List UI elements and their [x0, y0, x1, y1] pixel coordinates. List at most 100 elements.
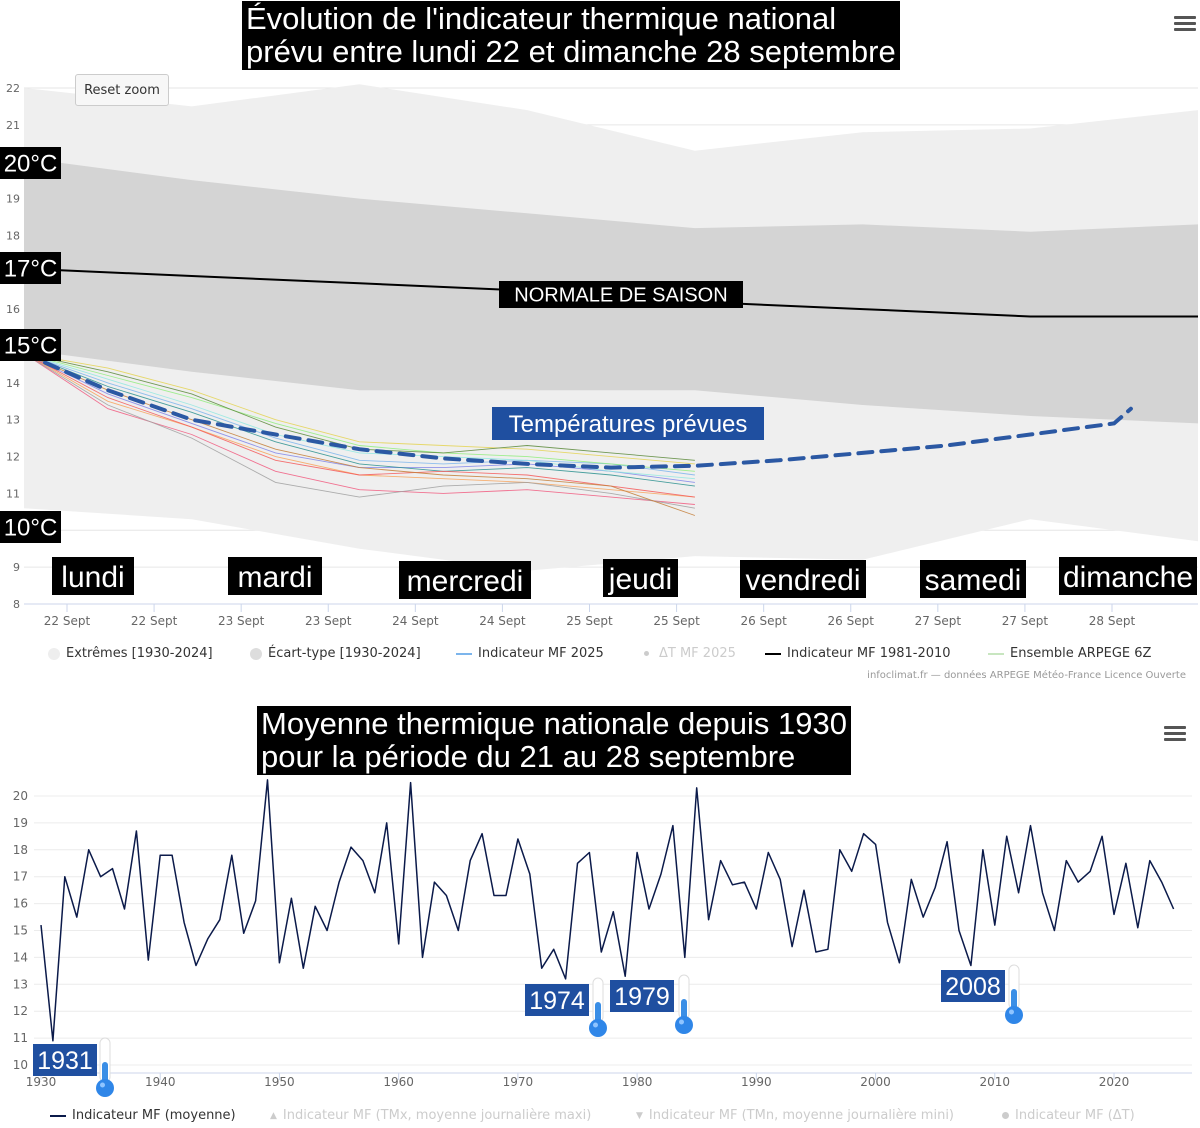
- y-tick-label: 14: [6, 377, 20, 390]
- day-label-0-box: [52, 557, 134, 595]
- t17-label: 17°C: [4, 256, 58, 283]
- ensemble-member-line: [23, 352, 695, 476]
- t17-label-box: [0, 252, 61, 284]
- x-tick-label: 26 Sept: [740, 614, 787, 628]
- legend-label: Indicateur MF (TMx, moyenne journalière …: [282, 1108, 592, 1123]
- ensemble-member-line: [23, 352, 695, 465]
- hamburger-menu-icon: [1174, 16, 1196, 19]
- legend-item[interactable]: Écart-type [1930-2024]: [250, 646, 421, 661]
- x-tick-label: 27 Sept: [1002, 614, 1049, 628]
- thermometer-icon: [589, 977, 607, 1037]
- legend-circle-icon: [48, 647, 60, 660]
- legend-item[interactable]: Indicateur MF 2025: [456, 646, 604, 661]
- x-tick-label: 2010: [980, 1075, 1011, 1089]
- x-tick-label: 1970: [503, 1075, 534, 1089]
- y-tick-label: 22: [6, 82, 20, 95]
- x-tick-label: 2020: [1099, 1075, 1130, 1089]
- t10-label: 10°C: [4, 515, 58, 542]
- legend-label: Indicateur MF 1981-2010: [787, 646, 951, 661]
- legend-item[interactable]: Indicateur MF (ΔT): [1002, 1108, 1135, 1123]
- day-label-6: dimanche: [1063, 561, 1193, 594]
- day-label-6-box: [1059, 557, 1197, 595]
- t15-label-box: [0, 329, 61, 361]
- x-tick-label: 23 Sept: [218, 614, 265, 628]
- hamburger-menu-icon: [1164, 738, 1186, 741]
- legend-item[interactable]: ▲ Indicateur MF (TMx, moyenne journalière…: [270, 1108, 591, 1123]
- legend-item[interactable]: Ensemble ARPEGE 6Z: [988, 646, 1151, 661]
- y-tick-label: 15: [13, 924, 28, 938]
- day-label-0: lundi: [61, 561, 124, 594]
- forecast-menu-button[interactable]: [1174, 13, 1196, 31]
- thermometer-icon: [675, 974, 693, 1034]
- day-label-5: samedi: [925, 564, 1022, 597]
- legend-triangle-up-icon: ▲: [270, 1110, 277, 1121]
- y-tick-label: 13: [13, 977, 28, 991]
- y-tick-label: 16: [6, 303, 20, 316]
- forecast-credit[interactable]: infoclimat.fr — données ARPEGE Météo-Fra…: [867, 670, 1186, 681]
- legend-label: Extrêmes [1930-2024]: [66, 646, 213, 661]
- x-tick-label: 22 Sept: [131, 614, 178, 628]
- y-tick-label: 8: [13, 598, 20, 611]
- normale-label-box: [499, 281, 743, 308]
- legend-item[interactable]: ▼ Indicateur MF (TMn, moyenne journalière…: [636, 1108, 954, 1123]
- t20-label-box: [0, 147, 61, 179]
- cold-year-box: [610, 980, 674, 1012]
- y-tick-label: 11: [13, 1031, 28, 1045]
- t15-label: 15°C: [4, 333, 58, 360]
- legend-label: Ensemble ARPEGE 6Z: [1010, 646, 1152, 661]
- legend-item[interactable]: ΔT MF 2025: [640, 646, 736, 661]
- history-chart: 10 11 12 13 14 15 16 17 18 19 20 1930 1940 1950 1960 1…: [0, 688, 1200, 1128]
- y-tick-label: 12: [6, 451, 20, 464]
- x-tick-label: 1990: [741, 1075, 772, 1089]
- legend-line-icon: [456, 652, 472, 655]
- x-tick-label: 25 Sept: [653, 614, 700, 628]
- x-tick-label: 1940: [145, 1075, 176, 1089]
- reset-zoom-button[interactable]: Reset zoom: [75, 74, 169, 106]
- x-tick-label: 28 Sept: [1089, 614, 1136, 628]
- legend-item[interactable]: Extrêmes [1930-2024]: [48, 646, 213, 661]
- y-tick-label: 19: [6, 193, 20, 206]
- t10-label-box: [0, 511, 61, 543]
- legend-label: Indicateur MF (moyenne): [72, 1108, 236, 1123]
- legend-label: Indicateur MF (TMn, moyenne journalière …: [648, 1108, 954, 1123]
- history-chart-title: Moyenne thermique nationale depuis 1930 …: [257, 706, 851, 775]
- x-tick-label: 27 Sept: [915, 614, 962, 628]
- day-label-2-box: [399, 561, 531, 599]
- legend-line-icon: [765, 652, 781, 655]
- y-tick-label: 19: [13, 816, 28, 830]
- y-tick-label: 9: [13, 561, 20, 574]
- forecast-title-line2: prévu entre lundi 22 et dimanche 28 sept…: [246, 34, 896, 69]
- cold-year-label: 1979: [614, 983, 670, 1011]
- day-label-4: vendredi: [745, 564, 860, 597]
- history-menu-button[interactable]: [1164, 723, 1186, 741]
- y-tick-label: 20: [13, 789, 28, 803]
- y-tick-label: 18: [6, 229, 20, 242]
- legend-item[interactable]: Indicateur MF (moyenne): [50, 1108, 236, 1123]
- day-label-3: jeudi: [608, 563, 672, 596]
- legend-item[interactable]: Indicateur MF 1981-2010: [765, 646, 951, 661]
- normale-label: NORMALE DE SAISON: [514, 285, 727, 307]
- cold-year-label: 1931: [37, 1047, 93, 1075]
- day-label-3-box: [603, 559, 678, 597]
- moyenne-line: [40, 779, 1175, 1042]
- day-label-2: mercredi: [407, 565, 524, 598]
- hamburger-menu-icon: [1174, 28, 1196, 31]
- legend-line-icon: [50, 1114, 66, 1117]
- y-tick-label: 17: [13, 870, 28, 884]
- t20-label: 20°C: [4, 151, 58, 178]
- legend-line-icon: [988, 652, 1004, 655]
- forecast-title-line1: Évolution de l'indicateur thermique nati…: [246, 1, 837, 36]
- cold-year-label: 2008: [945, 973, 1001, 1001]
- day-label-4-box: [740, 560, 866, 598]
- hamburger-menu-icon: [1164, 732, 1186, 735]
- cold-year-label: 1974: [529, 987, 585, 1015]
- prevues-label-box: [492, 407, 764, 440]
- legend-label: ΔT MF 2025: [659, 646, 736, 661]
- x-tick-label: 22 Sept: [44, 614, 91, 628]
- y-tick-label: 16: [13, 897, 28, 911]
- x-tick-label: 1950: [264, 1075, 295, 1089]
- legend-label: Indicateur MF 2025: [478, 646, 604, 661]
